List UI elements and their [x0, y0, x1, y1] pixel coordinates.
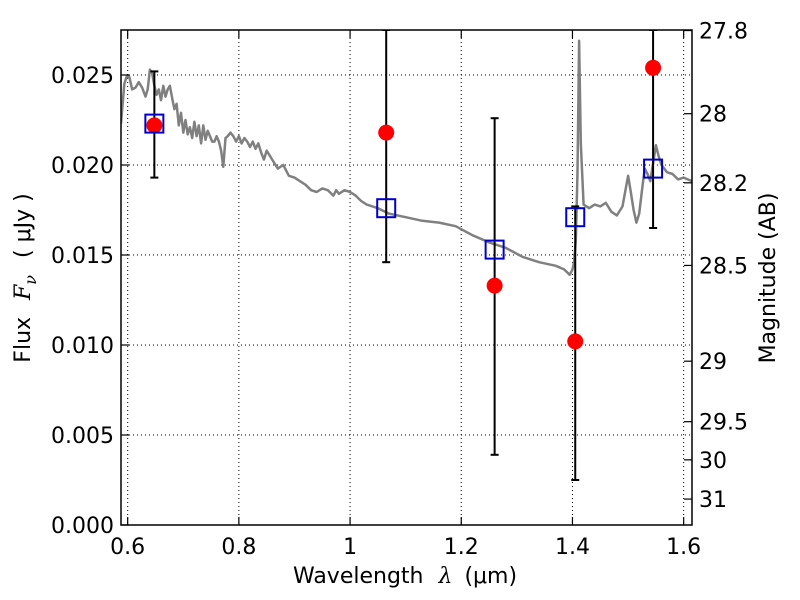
observed-flux-point	[645, 59, 662, 76]
observed-flux-point	[567, 333, 584, 350]
y-tick-label: 0.000	[51, 514, 114, 539]
y-axis-unit: ( μJy )	[11, 193, 36, 258]
y2-tick-label: 28.2	[699, 172, 748, 197]
y2-tick-label: 28.5	[699, 254, 748, 279]
y-axis-symbol: F	[11, 284, 36, 301]
y2-tick-label: 30	[699, 449, 727, 474]
x-axis-symbol: λ	[437, 564, 452, 589]
model-flux-square	[376, 198, 397, 219]
x-axis-unit: (μm)	[464, 564, 517, 589]
x-axis-label: Wavelength	[293, 564, 424, 589]
axis-ticks: 0.6 0.8 1 1.2 1.4 1.6 0.000 0.005 0.010 0.015 0.02…	[51, 20, 748, 560]
x-tick-label: 1.6	[666, 535, 701, 560]
observed-flux-point	[378, 124, 395, 141]
x-tick-label: 1	[343, 535, 357, 560]
y2-tick-label: 29	[699, 350, 727, 375]
y2-axis-title: Magnitude (AB)	[756, 193, 781, 364]
error-bar	[649, 30, 658, 229]
model-flux-square	[643, 158, 664, 179]
x-tick-label: 1.2	[444, 535, 479, 560]
y-tick-label: 0.015	[51, 244, 114, 269]
error-bar	[382, 30, 391, 264]
y-axis-subscript: ν	[21, 275, 40, 285]
y-axis-title: Flux Fν ( μJy )	[11, 193, 42, 362]
plot-frame	[120, 29, 693, 526]
y-tick-label: 0.010	[51, 334, 114, 359]
model-flux-square	[484, 239, 505, 260]
model-flux-square	[565, 207, 586, 228]
x-tick-label: 0.6	[110, 535, 145, 560]
y-axis-label: Flux	[11, 317, 36, 363]
observed-flux-point	[486, 277, 503, 294]
x-axis-title: Wavelength λ (μm)	[293, 564, 517, 589]
y2-tick-label: 29.5	[699, 411, 748, 436]
grid-lines	[121, 30, 692, 526]
model-flux-square	[144, 113, 165, 134]
y2-tick-label: 31	[699, 488, 727, 513]
y-tick-label: 0.020	[51, 154, 114, 179]
model-spectrum-line	[121, 39, 692, 277]
x-tick-label: 1.4	[555, 535, 590, 560]
y2-tick-label: 27.8	[699, 20, 748, 45]
x-tick-label: 0.8	[221, 535, 256, 560]
plot-area	[121, 30, 692, 481]
y-tick-label: 0.005	[51, 424, 114, 449]
observed-flux-point	[146, 117, 163, 134]
y2-tick-label: 28	[699, 103, 727, 128]
y-tick-label: 0.025	[51, 64, 114, 89]
